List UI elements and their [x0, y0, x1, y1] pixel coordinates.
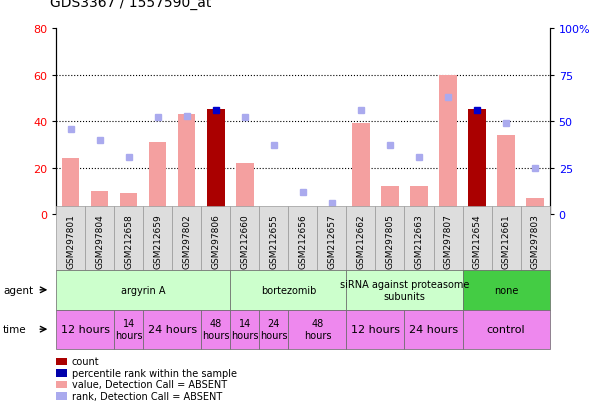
Text: GSM212660: GSM212660 — [241, 214, 249, 268]
Bar — [265, 210, 282, 215]
Text: GSM297804: GSM297804 — [95, 214, 104, 268]
Text: GSM212663: GSM212663 — [414, 214, 424, 268]
Bar — [410, 187, 428, 215]
Text: GSM212655: GSM212655 — [269, 214, 278, 268]
Text: 24 hours: 24 hours — [148, 324, 197, 335]
Text: percentile rank within the sample: percentile rank within the sample — [72, 368, 236, 378]
Text: GSM297807: GSM297807 — [443, 214, 453, 268]
Text: GSM297806: GSM297806 — [212, 214, 220, 268]
Text: GSM212656: GSM212656 — [298, 214, 307, 268]
Bar — [527, 199, 544, 215]
Text: agent: agent — [3, 285, 33, 295]
Text: GSM297802: GSM297802 — [182, 214, 191, 268]
Text: GSM297801: GSM297801 — [66, 214, 75, 268]
Text: GSM212662: GSM212662 — [356, 214, 365, 268]
Text: count: count — [72, 356, 99, 366]
Text: 24
hours: 24 hours — [260, 318, 288, 340]
Bar — [323, 212, 340, 215]
Bar — [236, 164, 254, 215]
Text: GSM212657: GSM212657 — [327, 214, 336, 268]
Text: 24 hours: 24 hours — [409, 324, 458, 335]
Text: 12 hours: 12 hours — [61, 324, 110, 335]
Text: siRNA against proteasome
subunits: siRNA against proteasome subunits — [340, 279, 469, 301]
Bar — [439, 75, 457, 215]
Text: control: control — [487, 324, 525, 335]
Text: time: time — [3, 324, 27, 335]
Bar — [178, 115, 196, 215]
Text: GSM212654: GSM212654 — [473, 214, 482, 268]
Text: 48
hours: 48 hours — [304, 318, 331, 340]
Bar — [149, 143, 167, 215]
Bar — [498, 136, 515, 215]
Text: argyrin A: argyrin A — [121, 285, 165, 295]
Bar — [468, 110, 486, 215]
Text: none: none — [494, 285, 518, 295]
Text: 14
hours: 14 hours — [231, 318, 259, 340]
Text: 48
hours: 48 hours — [202, 318, 229, 340]
Text: 14
hours: 14 hours — [115, 318, 142, 340]
Text: value, Detection Call = ABSENT: value, Detection Call = ABSENT — [72, 380, 226, 389]
Bar — [62, 159, 79, 215]
Bar — [294, 210, 311, 215]
Bar — [352, 124, 369, 215]
Bar — [120, 194, 138, 215]
Text: GSM212659: GSM212659 — [153, 214, 163, 268]
Text: rank, Detection Call = ABSENT: rank, Detection Call = ABSENT — [72, 391, 222, 401]
Bar — [207, 110, 225, 215]
Text: GDS3367 / 1557590_at: GDS3367 / 1557590_at — [50, 0, 212, 10]
Text: 12 hours: 12 hours — [351, 324, 400, 335]
Text: GSM297805: GSM297805 — [385, 214, 394, 268]
Bar — [381, 187, 399, 215]
Text: GSM297803: GSM297803 — [531, 214, 540, 268]
Text: GSM212661: GSM212661 — [502, 214, 511, 268]
Text: GSM212658: GSM212658 — [124, 214, 133, 268]
Bar — [91, 192, 108, 215]
Text: bortezomib: bortezomib — [261, 285, 316, 295]
